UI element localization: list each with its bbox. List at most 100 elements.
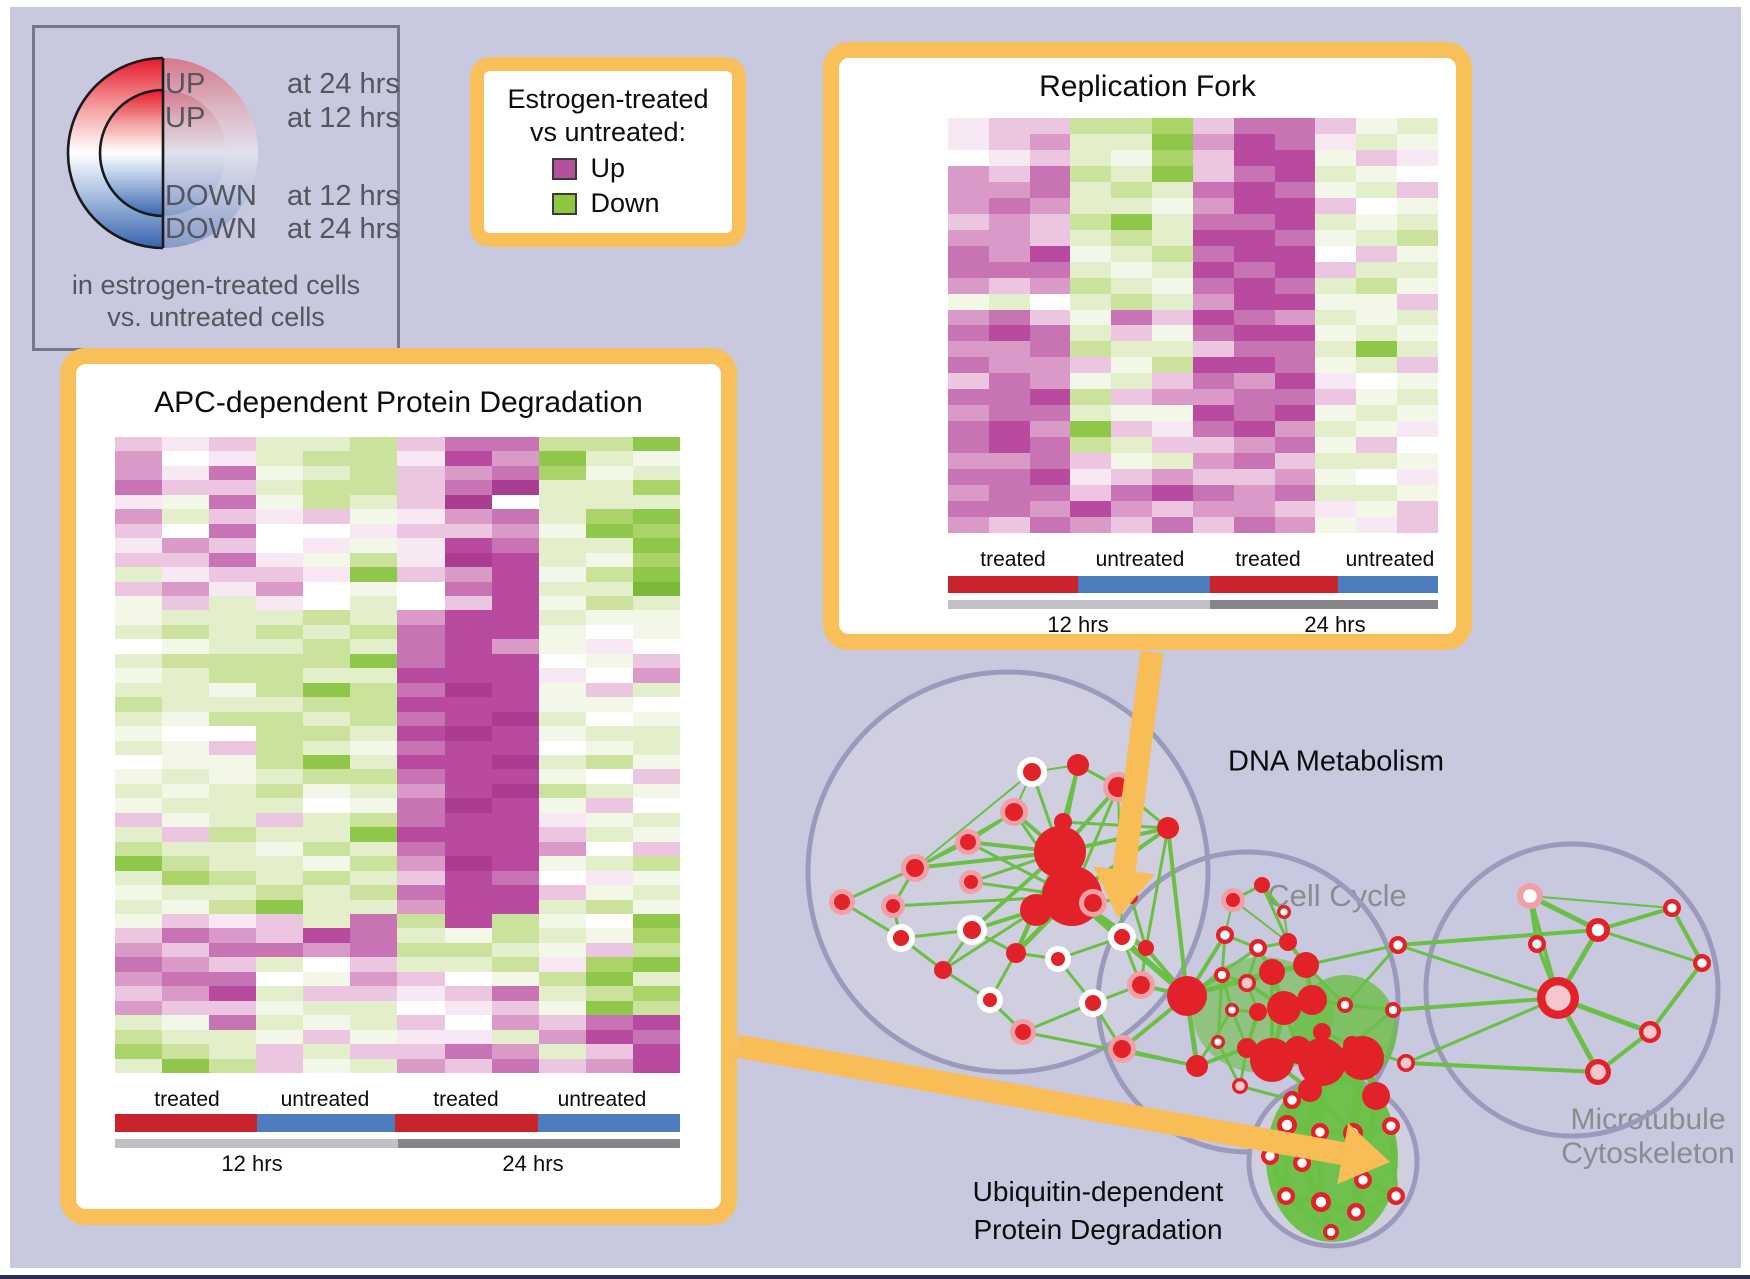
heatmap-cell [115,581,163,596]
heatmap-cell [397,957,445,972]
heatmap-cell [988,293,1030,310]
heatmap-cell [1356,118,1398,134]
heatmap-cell [162,754,210,770]
heatmap-cell [162,841,210,857]
heatmap-cell [1397,437,1438,454]
heatmap-cell [1274,165,1316,182]
heatmap-cell [491,726,539,741]
heatmap-cell [209,682,257,698]
heatmap-cell [209,653,257,669]
heatmap-cell [1111,149,1153,166]
heatmap-cell [256,856,304,871]
heatmap-cell [1233,118,1275,134]
heatmap-cell [1111,485,1153,502]
heatmap-cell [632,899,680,914]
heatmap-cell [350,913,398,929]
heatmap-cell [115,624,163,640]
heatmap-cell [115,885,163,900]
heatmap-cell [538,885,586,900]
network-node-dp [1241,977,1253,989]
heatmap-cell [303,827,351,842]
heatmap-cell [1274,118,1316,134]
heatmap-cell [538,726,586,741]
heatmap-cell [1192,197,1234,214]
heatmap-cell [948,517,989,533]
heatmap-cell [350,942,398,958]
heatmap-cell [1029,277,1071,294]
heatmap-cell [115,870,163,886]
heatmap-cell [115,682,163,698]
heatmap-cell [1233,341,1275,358]
network-edge [1343,944,1400,1006]
heatmap-cell [397,523,445,539]
heatmap-cell [1111,293,1153,310]
heatmap-cell [632,509,680,524]
heatmap-cell [397,928,445,943]
heatmap-cell [1152,261,1193,278]
heatmap-cell [444,740,492,755]
heatmap-cell [585,942,633,958]
heatmap-cell [1315,453,1357,470]
heatmap-cell [256,610,304,625]
heatmap-cell [115,1015,163,1030]
heatmap-cell [1111,325,1153,342]
heatmap-cell [988,277,1030,294]
heatmap-cell [1315,405,1357,422]
heatmap-cell [1152,501,1193,518]
heatmap-cell [948,453,989,470]
network-edge [1144,827,1170,949]
microtubule-label-1: Microtubule [1570,1103,1726,1136]
heatmap-cell [209,928,257,943]
heatmap-cell [948,357,989,374]
heatmap-cell [988,341,1030,358]
heatmap-cell [209,754,257,770]
heatmap-cell [538,971,586,987]
heatmap-cell [1274,325,1316,342]
heatmap-cell [538,841,586,857]
heatmap-cell [1233,133,1275,150]
heatmap-cell [1233,293,1275,310]
heatmap-cell [948,165,989,182]
network-edge [1216,974,1224,1043]
heatmap-cell [1397,229,1438,246]
down-label: Down [590,188,660,218]
network-node-d [1315,1127,1325,1137]
heatmap-cell [350,538,398,553]
heatmap-cell [1233,437,1275,454]
heatmap-cell [1397,453,1438,470]
heatmap-cell [1356,197,1398,214]
heatmap-cell [162,581,210,596]
network-edge [1305,943,1399,967]
heatmap-cell [162,783,210,799]
heatmap-cell [491,885,539,900]
network-edge [1344,1003,1394,1012]
heatmap-cell [632,986,680,1001]
heatmap-cell [1111,389,1153,406]
heatmap-cell [538,610,586,625]
heatmap-cell [1192,149,1234,166]
heatmap-cell [1397,501,1438,518]
heatmap-cell [1315,421,1357,438]
heatmap-cell [632,754,680,770]
heatmap-cell [632,711,680,727]
heatmap-cell [444,841,492,857]
heatmap-cell [1152,293,1193,310]
heatmap-cell [256,754,304,770]
heatmap-cell [948,485,989,502]
heatmap-cell [1029,469,1071,486]
heatmap-cell [1356,437,1398,454]
heatmap-cell [1029,421,1071,438]
heatmap-cell [115,437,163,452]
heatmap-cell [397,1058,445,1073]
heatmap-cell [303,986,351,1001]
heatmap-cell [162,437,210,452]
heatmap-cell [115,913,163,929]
heatmap-cell [538,942,586,958]
heatmap-cell [444,437,492,452]
heatmap-cell [1233,357,1275,374]
heatmap-cell [209,581,257,596]
down-green-swatch [551,192,577,215]
network-edge [1260,884,1290,943]
heatmap-cell [350,783,398,799]
